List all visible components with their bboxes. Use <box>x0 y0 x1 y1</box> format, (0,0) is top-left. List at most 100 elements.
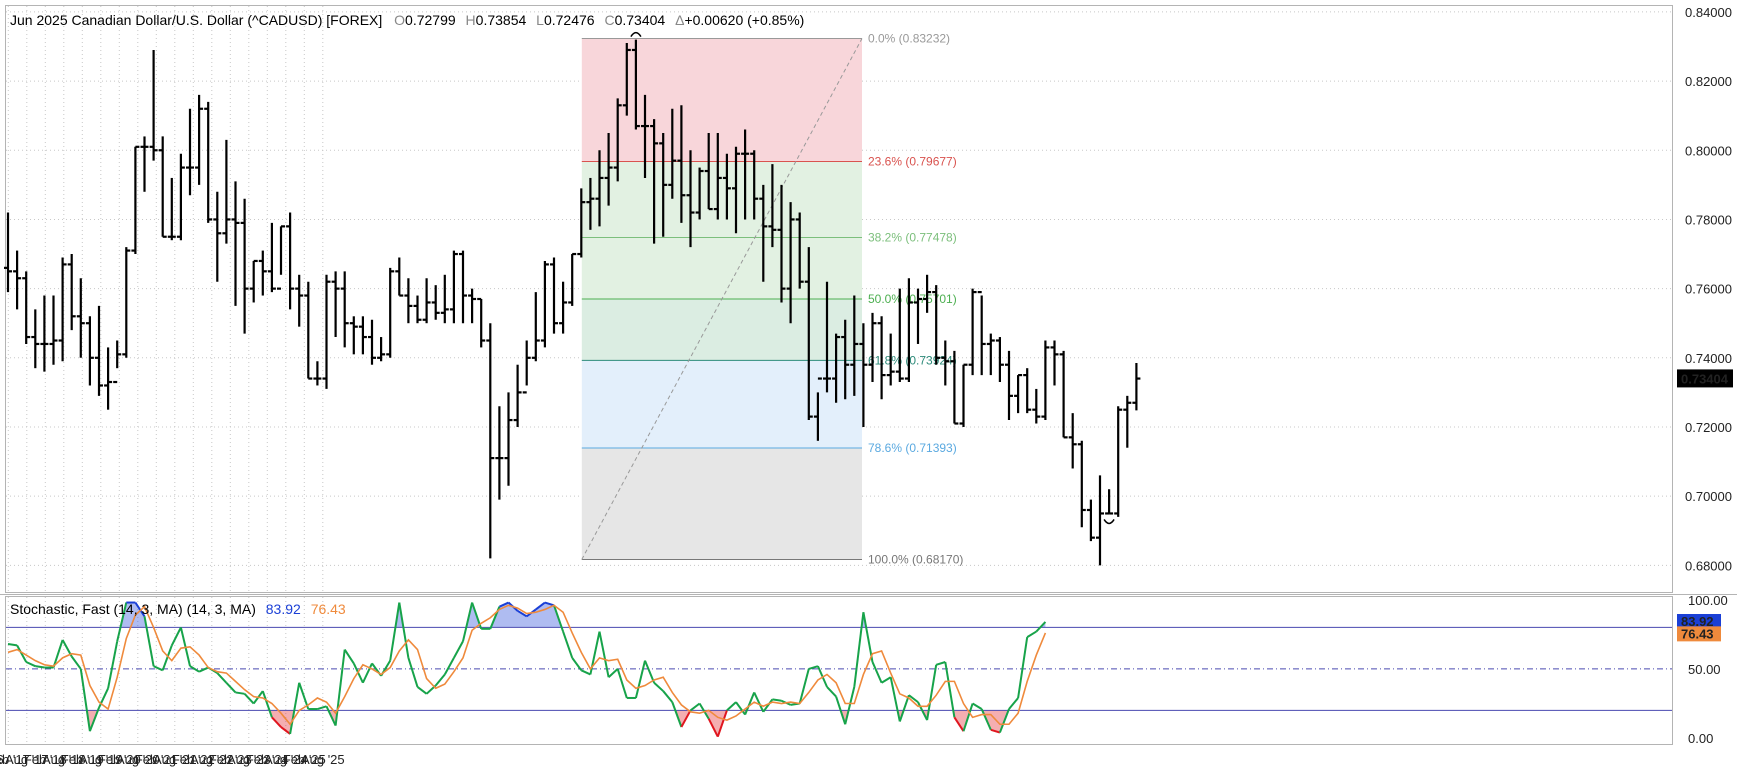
k-line-segment <box>889 677 901 722</box>
ohlc-bar <box>422 278 431 324</box>
k-line-segment <box>871 661 883 684</box>
fib-zone-38.2% <box>581 237 862 299</box>
k-line-segment <box>407 657 419 688</box>
k-line-segment <box>917 701 928 721</box>
price-pane-frame <box>5 5 1673 593</box>
ohlc-bar <box>586 177 595 230</box>
k-line-segment <box>726 701 737 712</box>
ohlc-bar <box>1032 388 1041 424</box>
fib-level-label: 38.2% (0.77478) <box>868 231 957 245</box>
oversold-fill <box>269 710 295 734</box>
ohlc-bar <box>1123 395 1132 448</box>
ohlc-bar <box>340 271 349 348</box>
ohlc-bar <box>923 274 932 313</box>
ohlc-bar <box>631 39 640 130</box>
y-tick-label: 0.80000 <box>1685 143 1732 158</box>
k-line-segment <box>317 705 327 710</box>
k-line-segment <box>334 649 346 726</box>
ohlc-bar <box>395 257 404 297</box>
chart-title: Jun 2025 Canadian Dollar/U.S. Dollar (^C… <box>10 12 382 28</box>
x-tick-label: Aug '21 <box>153 752 197 767</box>
ohlc-bar <box>449 250 458 324</box>
ohlc-bar <box>140 136 149 192</box>
x-tick-label: Aug '20 <box>116 752 160 767</box>
k-line-segment <box>161 645 173 671</box>
ohlc-bar <box>868 312 877 383</box>
y-tick-label: 0.74000 <box>1685 351 1732 366</box>
k-line-segment <box>134 601 146 617</box>
k-line-segment <box>189 665 200 673</box>
x-tick-label: Feb '17 <box>0 752 30 767</box>
ohlc-bar <box>267 222 276 293</box>
high-label: H <box>466 12 476 28</box>
ohlc-bar <box>550 257 558 334</box>
fib-zone-23.6% <box>581 161 862 238</box>
ohlc-bar <box>704 132 713 211</box>
ohlc-bar <box>941 340 950 386</box>
ohlc-bar <box>750 150 759 220</box>
ohlc-bar <box>4 212 12 293</box>
d-value-text: 76.43 <box>311 601 346 617</box>
k-line-segment <box>535 601 546 611</box>
k-line-segment <box>107 641 119 689</box>
ohlc-bar <box>540 260 549 348</box>
oversold-fill <box>703 710 727 737</box>
k-line-segment <box>689 702 701 712</box>
k-line-segment <box>434 673 446 687</box>
k-line-segment <box>598 631 610 678</box>
ohlc-bar <box>468 288 477 324</box>
ohlc-bar <box>176 153 185 241</box>
ohlc-bar <box>850 295 859 396</box>
y-tick-label: 0.72000 <box>1685 420 1732 435</box>
high-value: 0.73854 <box>476 12 527 28</box>
fib-level-label: 23.6% (0.79677) <box>868 154 957 168</box>
k-line-segment <box>980 708 992 731</box>
ohlc-bar <box>258 250 267 296</box>
ohlc-bar <box>904 278 913 383</box>
k-line-segment <box>898 694 910 722</box>
ohlc-bar <box>313 361 322 386</box>
ohlc-bar <box>85 316 94 386</box>
k-line-segment <box>644 660 656 684</box>
ohlc-bar <box>95 305 103 396</box>
k-line-segment <box>116 602 128 642</box>
ohlc-bar <box>222 139 231 244</box>
k-line-segment <box>79 668 91 732</box>
overbought-fill <box>120 602 147 628</box>
change-label: Δ <box>675 12 684 28</box>
indicator-title: Stochastic, Fast (14, 3, MA) (14, 3, MA) <box>10 601 256 617</box>
overbought-fill <box>490 602 562 628</box>
ohlc-bar <box>1077 440 1086 528</box>
x-tick-label: Aug '17 <box>5 752 49 767</box>
ohlc-bar <box>67 254 76 331</box>
k-line-segment <box>16 644 28 663</box>
k-line-segment <box>881 676 892 684</box>
ohlc-bar <box>895 288 904 383</box>
ohlc-bar <box>349 316 358 355</box>
x-tick-label: Feb '19 <box>61 752 104 767</box>
k-line-segment <box>808 665 819 670</box>
k-line-segment <box>607 668 619 678</box>
ohlc-bar <box>886 333 895 386</box>
ohlc-bar <box>595 150 604 227</box>
ohlc-bar <box>741 129 750 220</box>
k-line-segment <box>862 612 874 663</box>
ohlc-bar <box>368 319 376 365</box>
ohlc-bar <box>358 316 367 355</box>
fib-level-label: 50.0% (0.75701) <box>868 292 957 306</box>
k-line-segment <box>343 649 355 664</box>
ohlc-bar <box>568 252 577 306</box>
ohlc-bar <box>722 153 731 220</box>
fib-zone-78.6% <box>581 447 862 560</box>
x-tick-label: Aug '19 <box>79 752 123 767</box>
ohlc-bar <box>1041 340 1050 421</box>
y-tick-label: 0.70000 <box>1685 489 1732 504</box>
ohlc-bar <box>158 136 167 238</box>
fibonacci-retracement[interactable]: 0.0% (0.83232) 23.6% (0.79677) 38.2% (0.77… <box>581 31 964 566</box>
x-tick-label: Aug '25 <box>301 752 345 767</box>
ohlc-bar <box>622 43 631 116</box>
ohlc-bar <box>149 49 158 161</box>
k-line-segment <box>908 694 919 703</box>
